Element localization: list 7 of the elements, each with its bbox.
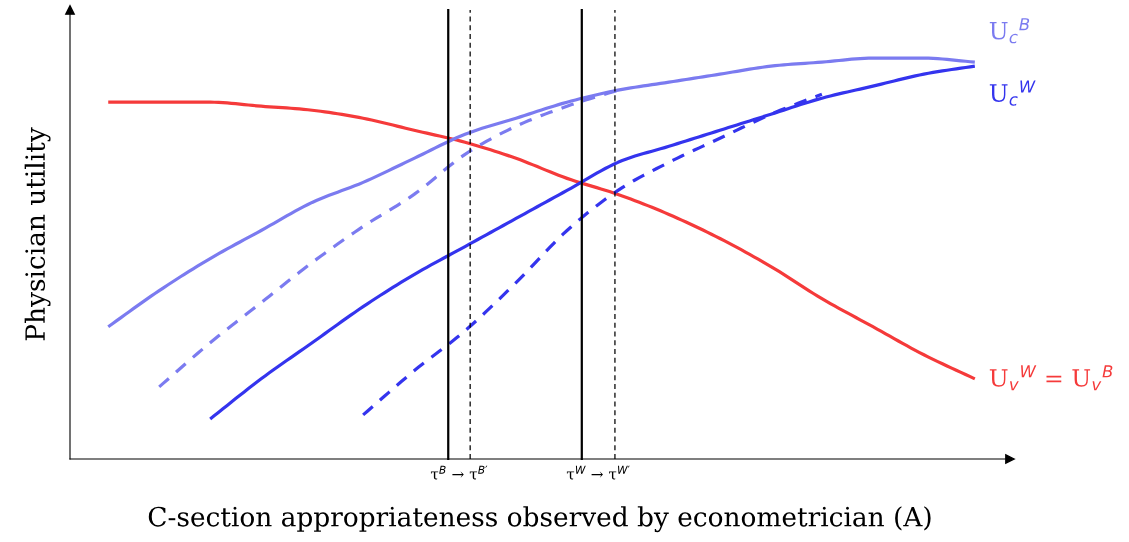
- x-axis-title: C-section appropriateness observed by econometrician (A): [148, 506, 931, 533]
- text: τ$^{B}$ → τ$^{B′}$: [430, 465, 488, 480]
- text: τ$^{W}$ → τ$^{W′}$: [566, 465, 630, 480]
- series-label: U$_{c}$$^{B}$: [989, 18, 1030, 44]
- y-axis-title: Physician utility: [24, 127, 51, 341]
- series-label: U$_{v}$$^{W}$ = U$_{v}$$^{B}$: [989, 365, 1113, 391]
- series-label: U$_{c}$$^{W}$: [989, 80, 1036, 106]
